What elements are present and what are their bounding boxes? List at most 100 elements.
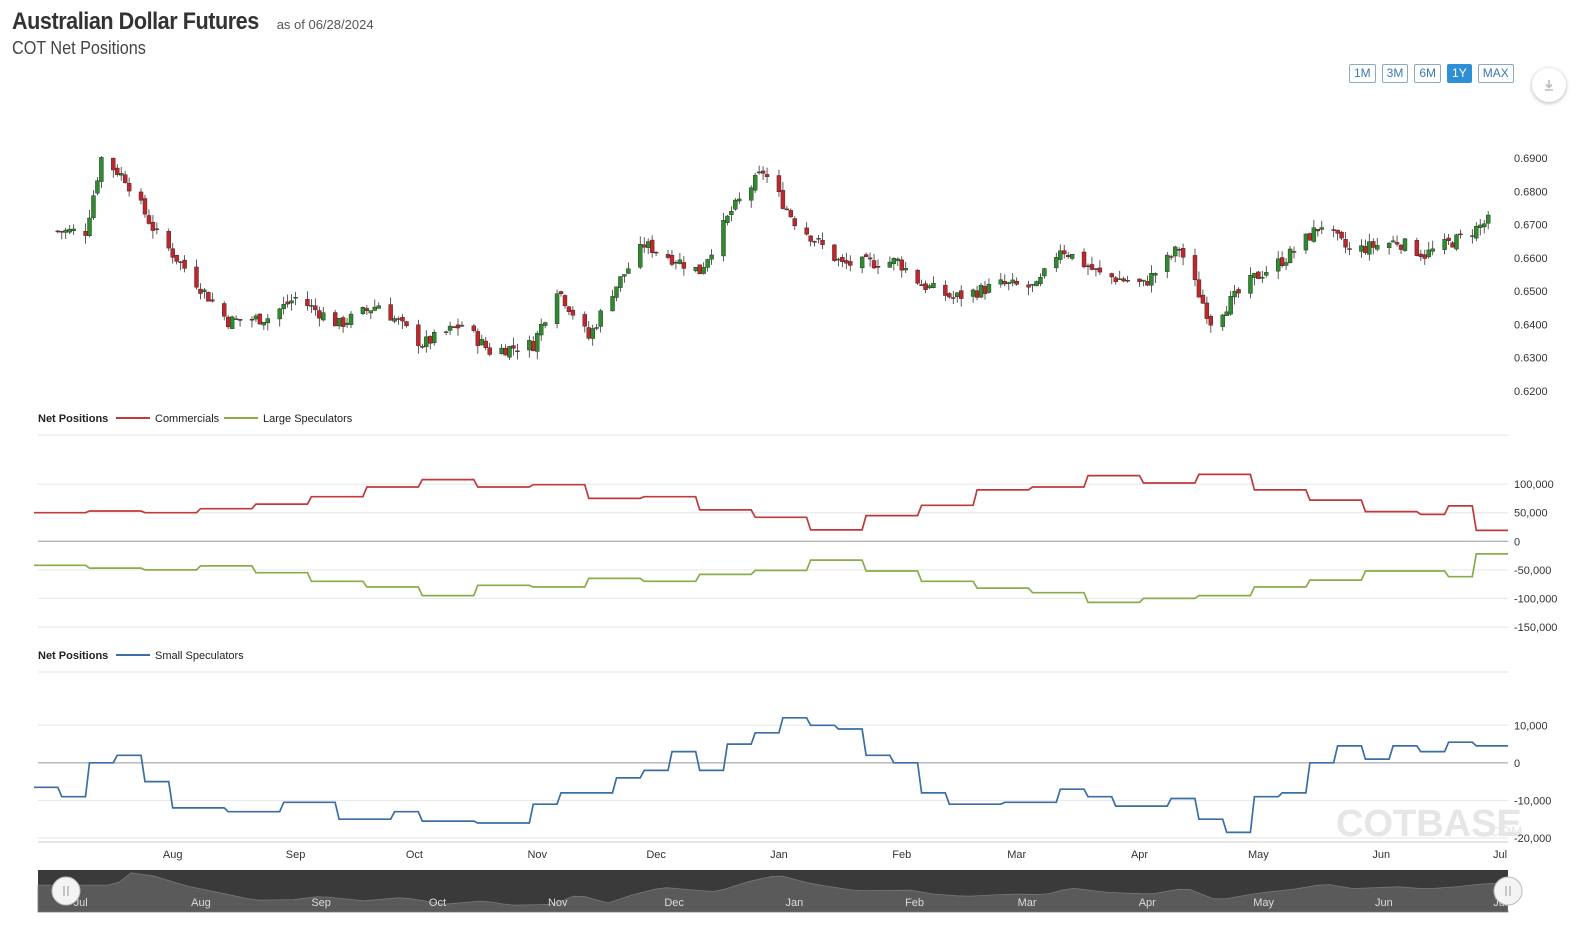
navigator-month-label: Jun [1375,897,1393,909]
candle-body [503,347,508,356]
candle-body [931,282,936,288]
candle-body [396,318,401,320]
candle-body [253,315,259,320]
candle-body [87,217,92,237]
candle-body [998,279,1004,285]
candle-body [317,310,322,319]
candle-body [146,215,152,224]
candle-body [542,322,548,326]
candle-body [376,305,381,309]
candle-body [764,174,770,177]
candle-body [305,299,310,307]
candle-body [166,231,171,249]
candle-body [483,340,488,348]
candle-body [1200,294,1206,304]
candle-body [582,314,587,327]
candle-body [1319,227,1324,230]
candle-body [447,325,453,331]
y-tick-label: -20,000 [1514,833,1551,845]
candle-body [178,261,183,263]
candle-body [693,267,698,272]
legend-large-speculators: Large Speculators [263,413,353,425]
candle-body [1252,272,1257,278]
candle-body [1418,253,1424,257]
navigator-right-handle[interactable] [1493,876,1523,906]
price-candlestick-panel [55,156,1491,360]
download-icon [1545,80,1553,91]
legend-title: Net Positions [38,650,108,662]
candle-body [142,198,148,215]
candle-body [91,195,96,218]
navigator-month-label: May [1253,897,1274,909]
candle-body [321,312,326,321]
candle-body [947,293,952,298]
candle-body [531,341,536,352]
candle-body [1450,242,1455,248]
candle-body [122,174,128,184]
navigator-month-label: Nov [548,897,568,909]
candle-body [1081,251,1087,268]
candle-body [360,306,366,314]
candle-body [1192,255,1198,281]
navigator-month-label: Oct [429,897,446,909]
candle-body [554,293,560,324]
price-tick-label: 0.6200 [1514,386,1548,398]
candle-body [479,339,484,346]
candle-body [1458,233,1463,236]
candle-body [974,290,980,298]
candle-body [848,261,853,266]
x-tick-label: Aug [163,849,183,861]
candle-body [923,283,928,290]
price-tick-label: 0.6700 [1514,220,1548,232]
candle-body [903,268,908,271]
candle-body [638,243,643,268]
candle-body [182,259,187,269]
range-max-button[interactable]: MAX [1477,64,1514,83]
candle-body [1125,280,1130,282]
candle-body [1478,224,1483,228]
candle-body [788,210,794,218]
candle-body [507,346,512,358]
candle-body [59,231,64,233]
candle-body [115,167,120,175]
candle-body [229,316,235,329]
candle-body [487,347,492,355]
candle-body [1180,248,1186,258]
candle-body [1232,290,1237,298]
navigator-left-handle[interactable] [51,876,81,906]
x-tick-label: Feb [892,849,911,861]
range-1m-button[interactable]: 1M [1349,64,1376,83]
candle-body [1196,279,1202,298]
price-tick-label: 0.6800 [1514,186,1548,198]
candle-body [1141,279,1146,282]
range-6m-button[interactable]: 6M [1414,64,1442,83]
candle-body [71,228,76,232]
candle-body [261,322,267,326]
candle-body [978,285,984,298]
candle-body [1065,255,1071,257]
candle-body [820,239,825,245]
price-tick-label: 0.6500 [1514,286,1548,298]
net-positions-legend-1: Net Positions Commercials Large Speculat… [38,413,353,425]
candle-body [1347,248,1352,250]
candle-body [642,244,647,248]
candle-body [138,191,144,201]
candle-body [626,268,631,274]
navigator-month-label: Mar [1018,897,1037,909]
range-3m-button[interactable]: 3M [1381,64,1409,83]
candle-body [372,306,377,311]
candle-body [1485,214,1491,224]
price-tick-label: 0.6900 [1514,153,1548,165]
x-axis: Aug Sep Oct Nov Dec Jan Feb Mar Apr May Jun Jul [38,841,1508,861]
candle-body [515,350,520,353]
navigator[interactable]: JulAugSepOctNovDecJanFebMarAprMayJunJul [37,870,1523,913]
small-speculators-line [34,716,1508,834]
chart-header: Australian Dollar Futures as of 06/28/20… [12,8,374,59]
candle-body [1204,302,1210,319]
candle-body [776,175,782,193]
download-button[interactable] [1532,68,1566,102]
candle-body [737,198,742,202]
range-1y-button[interactable]: 1Y [1447,64,1472,83]
candle-body [1371,241,1376,248]
candle-body [863,254,869,257]
